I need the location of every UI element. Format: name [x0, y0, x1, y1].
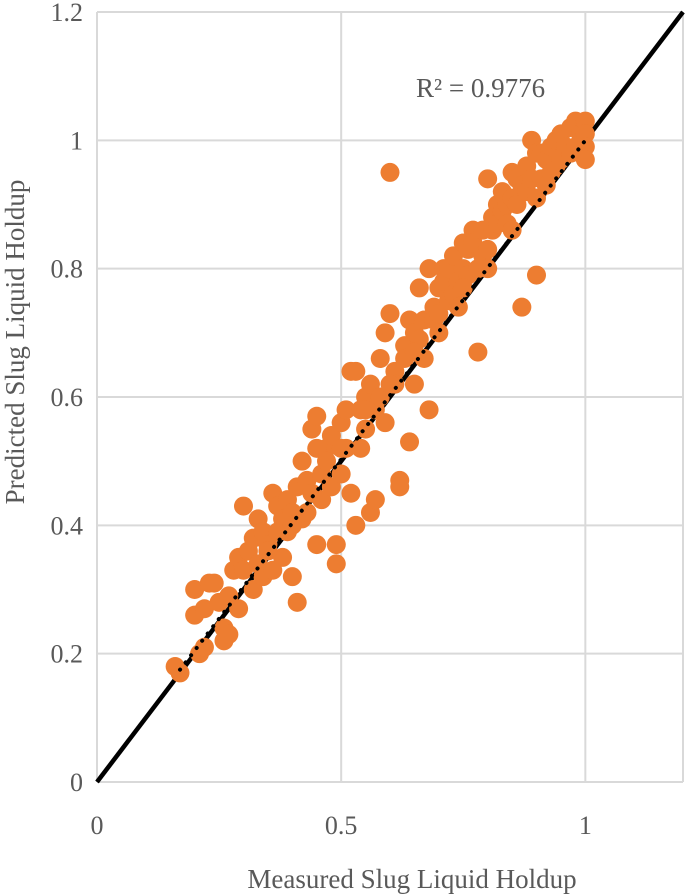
x-tick-label: 0: [91, 811, 104, 840]
data-point: [380, 162, 400, 182]
data-points: [165, 111, 595, 683]
x-tick-label: 1: [579, 811, 592, 840]
data-point: [346, 361, 366, 381]
data-point: [346, 515, 366, 535]
data-point: [287, 592, 307, 612]
data-point: [512, 297, 532, 317]
data-point: [356, 419, 376, 439]
data-point: [356, 400, 376, 420]
data-point: [219, 586, 239, 606]
data-point: [419, 259, 439, 279]
data-point: [326, 535, 346, 555]
data-point: [258, 541, 278, 561]
data-point: [307, 535, 327, 555]
data-point: [326, 554, 346, 574]
data-point: [307, 406, 327, 426]
data-point: [229, 599, 249, 619]
y-tick-label: 1: [70, 126, 83, 155]
data-point: [575, 150, 595, 170]
data-point: [527, 188, 546, 208]
data-point: [336, 400, 356, 420]
data-point: [234, 496, 253, 516]
data-point: [507, 195, 527, 214]
data-point: [409, 278, 429, 298]
data-point: [527, 265, 546, 285]
data-point: [351, 438, 371, 458]
data-point: [478, 259, 498, 279]
data-point: [453, 278, 473, 298]
data-point: [390, 477, 410, 497]
data-point: [429, 304, 449, 324]
data-point: [297, 503, 317, 522]
data-point: [502, 220, 522, 240]
y-tick-label: 0.6: [51, 383, 84, 412]
y-tick-label: 0: [70, 768, 83, 797]
data-point: [341, 483, 361, 503]
data-point: [321, 477, 341, 497]
data-point: [234, 560, 253, 580]
data-point: [219, 624, 239, 644]
trendline: [178, 138, 588, 672]
data-point: [404, 342, 424, 362]
data-point: [317, 451, 337, 471]
data-point: [468, 342, 488, 362]
data-point: [170, 663, 190, 683]
data-point: [243, 580, 263, 599]
r-squared-annotation: R² = 0.9776: [416, 73, 545, 103]
data-point: [331, 438, 351, 458]
data-point: [273, 547, 293, 567]
data-point: [478, 239, 498, 259]
data-point: [375, 413, 395, 433]
data-point: [312, 490, 332, 510]
y-tick-label: 0.4: [51, 511, 84, 540]
data-point: [194, 599, 214, 619]
data-point: [400, 432, 420, 452]
data-point: [365, 490, 385, 510]
data-point: [370, 349, 390, 368]
data-point: [282, 567, 302, 587]
data-point: [404, 374, 424, 394]
y-tick-label: 0.2: [51, 640, 84, 669]
data-point: [443, 246, 463, 266]
tick-labels: 0 0.2 0.4 0.6 0.8 1 1.2 0 0.5 1: [51, 0, 592, 840]
data-point: [194, 637, 214, 657]
data-point: [478, 169, 498, 189]
y-tick-label: 0.8: [51, 255, 84, 284]
data-point: [360, 374, 380, 394]
data-point: [185, 580, 205, 599]
data-point: [331, 464, 351, 484]
data-point: [429, 323, 449, 343]
data-point: [380, 304, 400, 324]
x-tick-label: 0.5: [325, 811, 358, 840]
y-tick-label: 1.2: [51, 0, 84, 27]
data-point: [321, 426, 341, 445]
data-point: [263, 560, 283, 580]
data-point: [463, 233, 483, 253]
trendline-dotted: [178, 138, 588, 672]
data-point: [380, 374, 400, 394]
data-point: [375, 323, 395, 343]
data-point: [307, 438, 327, 458]
y-axis-title: Predicted Slug Liquid Holdup: [0, 180, 30, 505]
data-point: [292, 451, 312, 471]
data-point: [419, 400, 439, 420]
data-point: [204, 573, 224, 593]
x-axis-title: Measured Slug Liquid Holdup: [247, 864, 576, 894]
